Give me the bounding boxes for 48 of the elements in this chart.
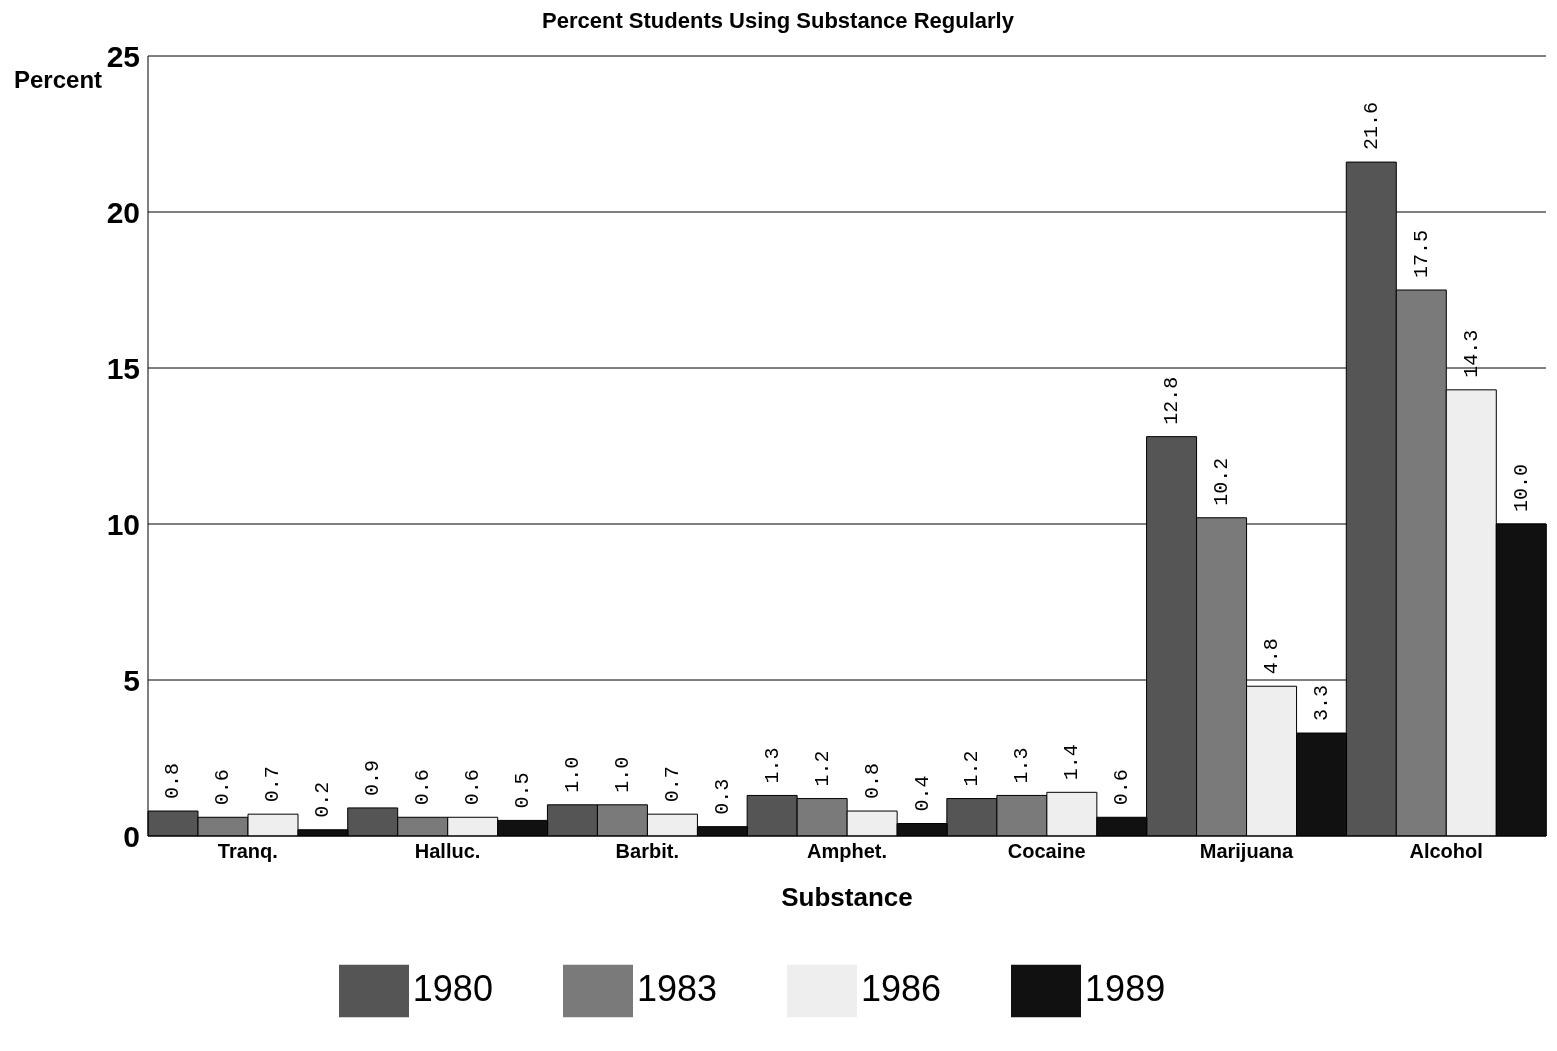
x-tick-label: Halluc. [414, 840, 481, 863]
data-label: 14.3 [1459, 329, 1483, 378]
data-label: 1.3 [760, 747, 784, 784]
data-label: 3.3 [1310, 685, 1334, 722]
data-label: 0.3 [710, 778, 734, 815]
data-label: 1.2 [810, 750, 834, 787]
data-label: 0.9 [361, 759, 385, 796]
data-label: 12.8 [1160, 376, 1184, 425]
x-tick-label: Cocaine [1007, 840, 1086, 863]
data-label: 1.3 [1010, 747, 1034, 784]
x-axis-title: Substance [781, 882, 913, 912]
data-label: 0.8 [161, 763, 185, 800]
x-tick-label: Amphet. [807, 840, 887, 863]
data-label: 0.6 [411, 769, 435, 806]
data-label: 0.6 [1110, 769, 1134, 806]
x-tick-label: Alcohol [1409, 840, 1483, 863]
data-label: 1.0 [560, 756, 584, 793]
y-tick-label: 5 [123, 663, 140, 697]
data-label: 0.5 [511, 772, 535, 809]
data-label: 1.2 [960, 750, 984, 787]
y-tick-label: 25 [106, 39, 140, 73]
data-label: 0.8 [860, 763, 884, 800]
y-tick-label: 10 [106, 507, 140, 541]
y-tick-label: 15 [106, 351, 140, 385]
data-label: 0.7 [261, 766, 285, 803]
data-label: 0.2 [311, 781, 335, 818]
legend-label: 1989 [1085, 967, 1166, 1009]
legend-label: 1986 [861, 967, 942, 1009]
data-label: 0.7 [660, 766, 684, 803]
y-tick-label: 20 [106, 195, 140, 229]
data-label: 0.4 [910, 775, 934, 812]
data-label: 21.6 [1359, 102, 1383, 151]
data-label: 4.8 [1260, 638, 1284, 675]
y-tick-label: 0 [123, 819, 140, 853]
y-axis-title: Percent [14, 66, 103, 94]
data-label: 10.2 [1210, 457, 1234, 506]
legend-label: 1980 [412, 967, 493, 1009]
data-label: 0.6 [461, 769, 485, 806]
x-tick-label: Marijuana [1199, 840, 1294, 863]
x-tick-label: Tranq. [217, 840, 278, 863]
data-label: 17.5 [1409, 229, 1433, 278]
data-label: 10.0 [1509, 463, 1533, 512]
data-label: 1.4 [1060, 744, 1084, 781]
chart-title: Percent Students Using Substance Regularly [541, 8, 1015, 35]
x-tick-label: Barbit. [615, 840, 679, 863]
data-label: 0.6 [211, 769, 235, 806]
data-label: 1.0 [610, 756, 634, 793]
legend-label: 1983 [636, 967, 717, 1009]
